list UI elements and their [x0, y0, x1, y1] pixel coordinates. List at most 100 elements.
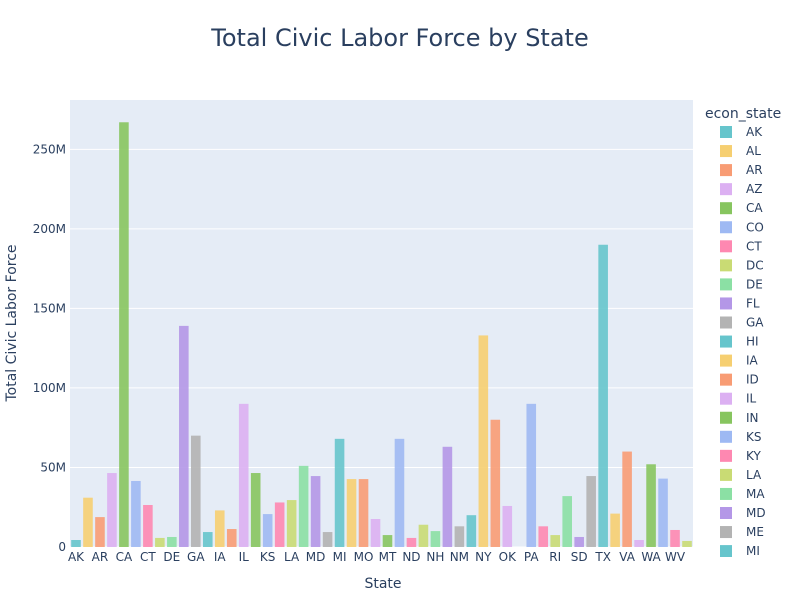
bar: [322, 532, 333, 547]
x-tick-label: MO: [354, 550, 374, 564]
legend-swatch: [720, 411, 732, 424]
x-tick-label: MT: [379, 550, 397, 564]
bar: [550, 535, 561, 547]
legend-label: ME: [746, 525, 764, 539]
legend-label: MN: [746, 563, 765, 577]
legend-label: IA: [746, 354, 759, 368]
x-tick-label: CA: [116, 550, 133, 564]
bar: [250, 473, 261, 547]
x-tick-label: RI: [549, 550, 561, 564]
plot-area: [70, 100, 693, 547]
legend-swatch: [720, 145, 732, 158]
legend-label: MD: [746, 506, 766, 520]
legend-swatch: [720, 545, 732, 557]
legend-swatch: [720, 221, 732, 234]
bar: [298, 465, 309, 547]
legend-swatch: [720, 468, 732, 481]
bar: [682, 540, 692, 547]
x-tick-label: MD: [306, 550, 326, 564]
bar: [83, 497, 93, 547]
bar: [418, 524, 429, 547]
legend-swatch: [720, 316, 732, 329]
x-axis-label: State: [364, 576, 401, 592]
legend-swatch: [720, 354, 732, 367]
x-tick-label: AR: [92, 550, 109, 564]
x-tick-label: NH: [426, 550, 444, 564]
bar: [358, 479, 369, 547]
bar: [238, 403, 249, 547]
bar: [382, 535, 393, 547]
legend-swatch: [720, 126, 732, 138]
legend-label: MI: [746, 544, 760, 558]
bar: [478, 335, 489, 547]
bar: [454, 526, 465, 547]
legend-swatch: [720, 449, 732, 462]
legend-label: LA: [746, 468, 762, 482]
bar: [71, 540, 81, 547]
bar: [646, 464, 656, 547]
legend-label: CO: [746, 220, 764, 234]
legend-label: HI: [746, 335, 759, 349]
bar: [155, 537, 165, 547]
y-tick-label: 250M: [33, 142, 66, 156]
bar: [622, 451, 632, 547]
bar: [574, 536, 584, 547]
legend-swatch: [720, 583, 732, 595]
bar: [214, 510, 225, 547]
legend-swatch: [720, 202, 732, 215]
bar: [226, 529, 237, 547]
legend-label: AK: [746, 125, 763, 139]
bar: [262, 514, 273, 547]
bar: [466, 515, 477, 547]
legend-label: ID: [746, 373, 759, 387]
legend-label: GA: [746, 316, 764, 330]
y-tick-label: 150M: [33, 301, 66, 315]
legend-swatch: [720, 430, 732, 443]
bar: [274, 502, 285, 547]
bar: [658, 478, 668, 547]
bar: [634, 540, 644, 547]
bar: [310, 476, 321, 547]
bar: [370, 519, 381, 547]
bar: [167, 536, 177, 547]
bar: [334, 438, 345, 547]
x-tick-label: OK: [499, 550, 517, 564]
bar: [670, 529, 680, 547]
bar: [598, 244, 608, 548]
legend-swatch: [720, 335, 732, 348]
bar: [394, 438, 405, 547]
legend-label: DC: [746, 258, 764, 272]
bar: [131, 480, 141, 547]
legend-swatch: [720, 487, 732, 500]
bar: [143, 505, 153, 547]
legend-label: AL: [746, 144, 761, 158]
bar: [490, 419, 501, 547]
x-tick-label: LA: [284, 550, 300, 564]
legend-swatch: [720, 259, 732, 272]
x-tick-label: PA: [524, 550, 539, 564]
legend-swatch: [720, 183, 732, 196]
bar: [346, 479, 357, 547]
bar: [406, 537, 417, 547]
x-tick-label: AK: [68, 550, 85, 564]
legend-label: DE: [746, 277, 763, 291]
bar: [586, 476, 596, 547]
y-tick-label: 100M: [33, 381, 66, 395]
legend-label: AZ: [746, 182, 762, 196]
legend-swatch: [720, 278, 732, 291]
y-axis-label: Total Civic Labor Force: [4, 244, 20, 402]
x-tick-label: KS: [260, 550, 276, 564]
bar: [610, 513, 620, 547]
legend-swatch: [720, 164, 732, 177]
bar: [179, 325, 189, 547]
x-tick-label: DE: [163, 550, 180, 564]
bar: [286, 500, 297, 547]
legend-title: econ_state: [705, 106, 781, 122]
legend-label: MA: [746, 487, 765, 501]
legend-swatch: [720, 564, 732, 576]
x-tick-label: MI: [333, 550, 347, 564]
y-tick-label: 0: [58, 540, 66, 554]
y-tick-label: 200M: [33, 222, 66, 236]
x-tick-label: NY: [475, 550, 492, 564]
